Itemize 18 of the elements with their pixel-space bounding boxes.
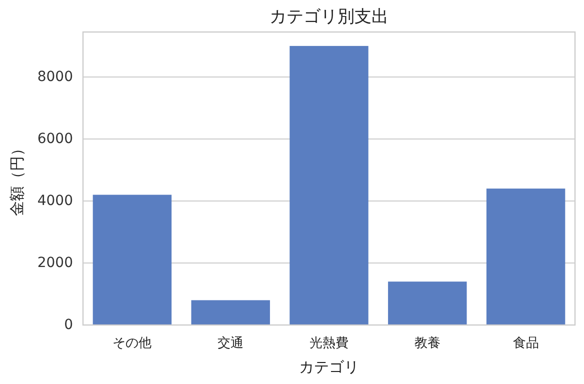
x-tick-label: 食品 [512, 336, 539, 351]
y-tick-label: 4000 [37, 192, 73, 209]
x-tick-label: 交通 [218, 335, 244, 351]
bar [290, 46, 368, 325]
x-axis-title: カテゴリ [299, 358, 359, 376]
x-tick-label: 光熱費 [310, 336, 348, 351]
y-tick-label: 2000 [37, 254, 73, 271]
bar [92, 194, 172, 325]
y-axis-title: 金額（円） [8, 141, 26, 216]
x-tick-label: 教養 [414, 336, 440, 351]
chart-title: カテゴリ別支出 [270, 7, 388, 27]
bar [486, 188, 566, 325]
bar [191, 300, 270, 325]
x-tick-label: その他 [112, 336, 152, 351]
y-tick-label: 8000 [37, 68, 73, 85]
bar [388, 282, 467, 325]
y-tick-label: 6000 [37, 130, 73, 147]
y-tick-label: 0 [64, 317, 73, 333]
